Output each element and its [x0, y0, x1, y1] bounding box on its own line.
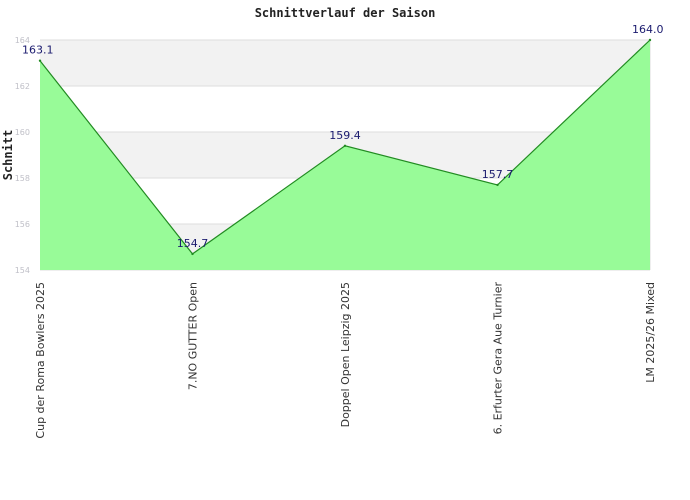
x-tick-label: Doppel Open Leipzig 2025: [339, 282, 352, 427]
data-points: [38, 38, 652, 256]
chart-title: Schnittverlauf der Saison: [255, 6, 436, 20]
x-tick-label: Cup der Roma Bowlers 2025: [34, 282, 47, 439]
y-tick-label: 154: [15, 266, 30, 275]
data-label: 157.7: [482, 168, 514, 181]
data-label: 154.7: [177, 237, 209, 250]
x-tick-label: LM 2025/26 Mixed: [644, 282, 657, 383]
data-labels: 163.1 154.7 159.4 157.7 164.0: [22, 23, 664, 250]
y-tick-label: 158: [15, 174, 30, 183]
data-point: [191, 252, 194, 256]
y-tick-label: 160: [15, 128, 30, 137]
y-tick-label: 164: [15, 36, 30, 45]
plot-band: [40, 40, 650, 86]
plot-band: [40, 86, 650, 132]
data-point: [648, 38, 652, 42]
y-tick-label: 156: [15, 220, 30, 229]
y-tick-labels: 154 156 158 160 162 164: [15, 36, 30, 275]
y-tick-label: 162: [15, 82, 30, 91]
data-point: [496, 183, 499, 187]
series-area-fill: [40, 40, 650, 270]
data-label: 164.0: [632, 23, 664, 36]
x-tick-label: 7.NO GUTTER Open: [187, 282, 200, 390]
x-tick-label: 6. Erfurter Gera Aue Turnier: [492, 282, 505, 435]
data-point: [343, 144, 347, 147]
data-label: 163.1: [22, 44, 54, 57]
data-point: [38, 59, 42, 62]
data-label: 159.4: [329, 129, 361, 142]
y-axis-label: Schnitt: [1, 130, 15, 181]
x-tick-labels: Cup der Roma Bowlers 2025 7.NO GUTTER Ope…: [34, 282, 657, 439]
